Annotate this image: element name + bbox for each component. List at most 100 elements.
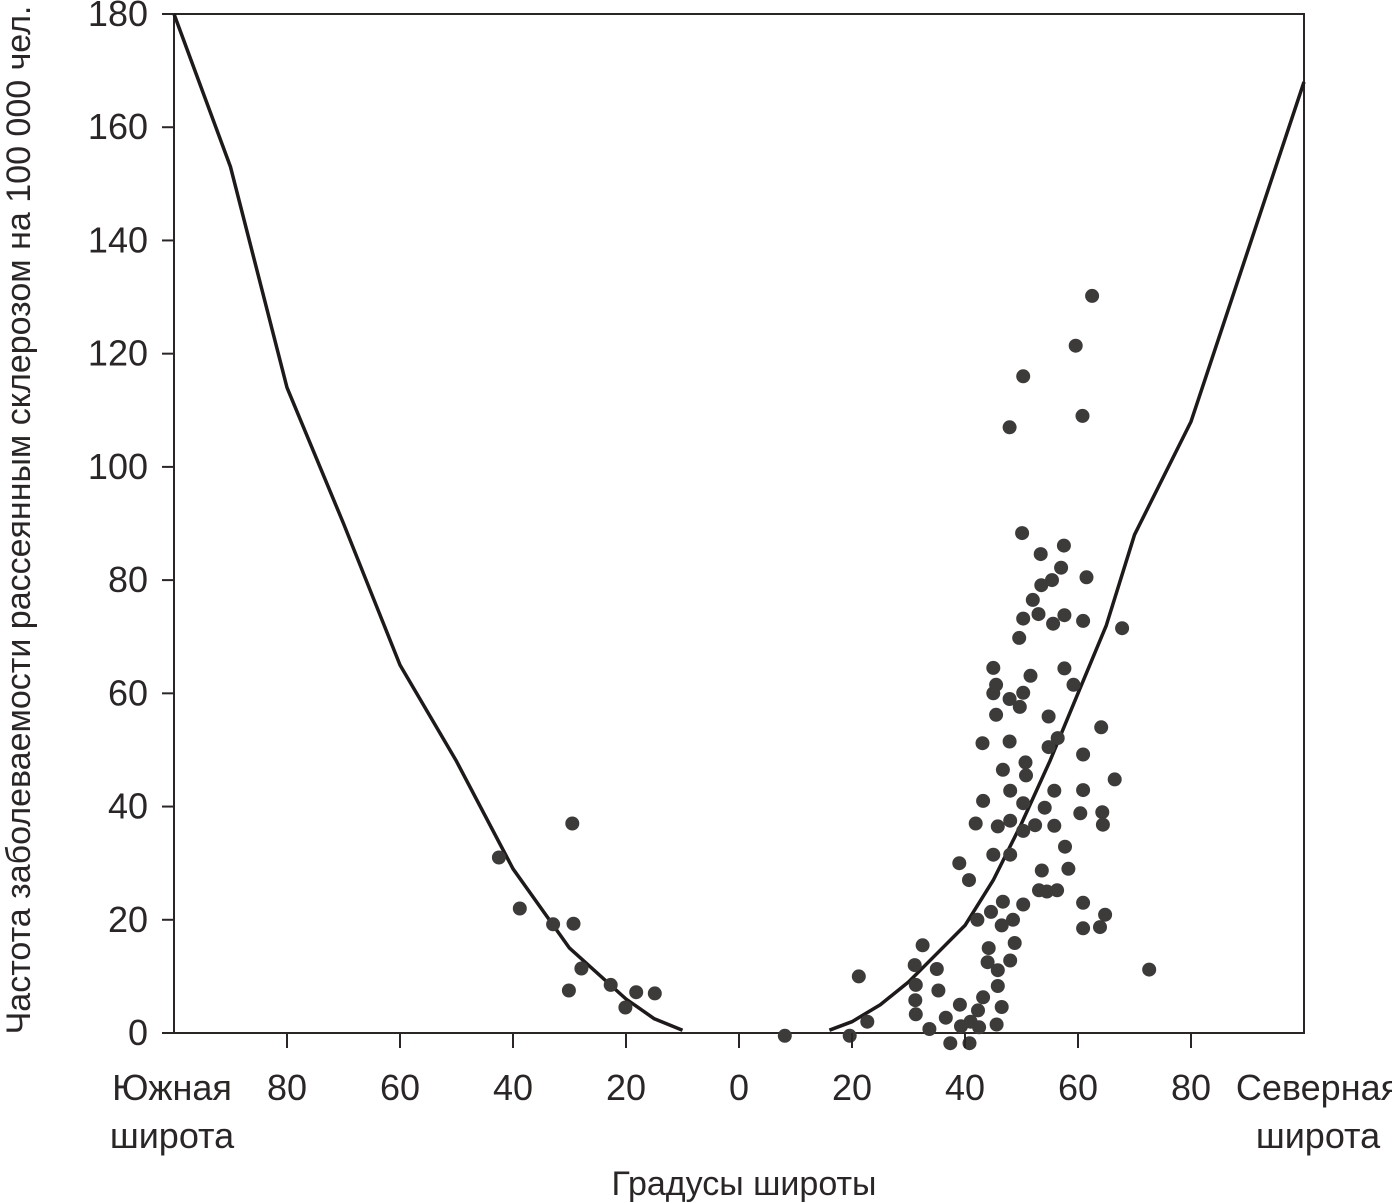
x-tick-label: 40 <box>493 1067 533 1108</box>
data-point <box>1045 573 1059 588</box>
x-left-end-label-line1: Южная <box>112 1067 232 1108</box>
data-point <box>922 1022 937 1036</box>
data-point <box>512 901 527 916</box>
data-point <box>929 962 944 976</box>
data-point <box>976 990 991 1005</box>
data-point <box>952 997 967 1012</box>
data-point <box>1047 818 1062 833</box>
data-point <box>1016 823 1031 838</box>
x-tick-label: 80 <box>1171 1067 1211 1108</box>
data-point <box>1006 912 1020 927</box>
data-point <box>618 1000 633 1015</box>
data-point <box>1075 408 1090 423</box>
data-point <box>1054 560 1069 575</box>
data-point <box>629 985 644 1000</box>
data-point <box>975 736 990 751</box>
data-point <box>1002 420 1017 435</box>
data-point <box>1002 692 1017 706</box>
data-point <box>1003 953 1018 968</box>
data-point <box>1076 613 1091 628</box>
y-tick-label: 20 <box>108 899 148 940</box>
x-tick-label: 60 <box>1058 1067 1098 1108</box>
trend-curve <box>172 13 684 1032</box>
x-tick-label: 20 <box>606 1067 646 1108</box>
data-point <box>980 955 995 970</box>
data-point <box>990 963 1005 978</box>
data-point <box>995 762 1010 777</box>
data-point <box>603 977 618 992</box>
data-point <box>842 1028 857 1043</box>
data-point <box>1098 907 1113 922</box>
data-points <box>491 288 1157 1051</box>
data-point <box>1073 806 1088 821</box>
data-point <box>1046 616 1061 631</box>
data-point <box>931 983 946 998</box>
data-point <box>952 856 967 871</box>
data-point <box>1016 897 1031 912</box>
data-point <box>990 819 1005 834</box>
data-point <box>1016 611 1031 626</box>
data-point <box>971 1003 985 1018</box>
y-axis-title: Частота заболеваемости рассеянным склеро… <box>0 6 38 1035</box>
data-point <box>491 850 506 865</box>
data-point <box>1076 783 1091 798</box>
data-point <box>1023 668 1038 683</box>
y-axis-ticks: 0 20 40 60 80 100 120 140 160 180 <box>88 0 174 1053</box>
y-tick-label: 100 <box>88 446 148 487</box>
trend-curves <box>172 13 1306 1032</box>
data-point <box>566 916 581 931</box>
data-point <box>915 938 930 953</box>
data-point <box>1016 369 1031 384</box>
data-point <box>1057 661 1072 676</box>
data-point <box>994 1000 1009 1014</box>
data-point <box>1056 538 1071 553</box>
y-tick-label: 140 <box>88 219 148 260</box>
data-point <box>777 1028 792 1043</box>
data-point <box>1061 861 1076 876</box>
data-point <box>1033 547 1048 562</box>
data-point <box>1015 526 1030 541</box>
data-point <box>989 1017 1004 1032</box>
data-point <box>989 677 1004 692</box>
data-point <box>994 918 1009 933</box>
y-tick-label: 80 <box>108 559 148 600</box>
data-point <box>1016 796 1031 811</box>
data-point <box>938 1010 953 1025</box>
data-point <box>970 912 985 927</box>
y-tick-label: 120 <box>88 333 148 374</box>
data-point <box>1025 592 1040 607</box>
data-point <box>1050 883 1065 898</box>
data-point <box>1016 685 1031 700</box>
data-point <box>1076 747 1091 762</box>
data-point <box>1058 839 1072 854</box>
y-tick-label: 0 <box>128 1012 148 1053</box>
data-point <box>1002 734 1017 749</box>
data-point <box>1012 699 1027 714</box>
data-point <box>1066 677 1081 692</box>
data-point <box>1041 740 1056 755</box>
y-tick-label: 40 <box>108 786 148 827</box>
x-tick-label: 40 <box>945 1067 985 1108</box>
data-point <box>908 1007 923 1022</box>
x-tick-label: 0 <box>729 1067 749 1108</box>
data-point <box>968 816 983 831</box>
data-point <box>907 958 922 973</box>
data-point <box>1003 847 1018 862</box>
data-point <box>1012 630 1027 645</box>
data-point <box>1034 863 1049 878</box>
data-point <box>981 941 996 956</box>
data-point <box>1034 578 1049 593</box>
data-point <box>990 979 1005 993</box>
data-point <box>1057 608 1072 623</box>
data-point <box>1003 813 1018 828</box>
data-point <box>1095 817 1110 832</box>
data-point <box>962 873 976 888</box>
data-point <box>561 983 576 998</box>
data-point <box>976 793 991 808</box>
data-point <box>1079 570 1094 585</box>
trend-curve <box>828 81 1306 1032</box>
data-point <box>972 1020 987 1035</box>
data-point <box>1093 920 1107 935</box>
x-tick-label: 80 <box>267 1067 307 1108</box>
